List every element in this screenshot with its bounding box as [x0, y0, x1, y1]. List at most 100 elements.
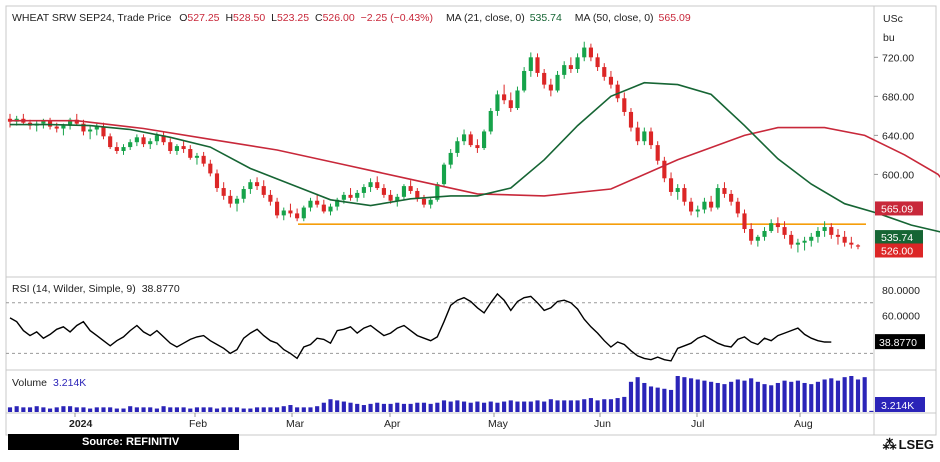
candle-body-103 [695, 209, 700, 212]
candle-122 [822, 221, 827, 237]
candle-9 [68, 117, 73, 130]
candle-119 [802, 236, 807, 251]
volume-tag: 3.214K [875, 397, 925, 412]
candle-53 [361, 184, 366, 198]
volume-bar-48 [328, 399, 333, 412]
candle-82 [555, 70, 560, 93]
candle-48 [328, 203, 333, 216]
candle-body-109 [735, 201, 740, 214]
candle-121 [815, 227, 821, 243]
volume-bar-114 [769, 385, 774, 412]
candle-127 [855, 244, 861, 250]
candle-body-5 [41, 120, 46, 124]
candle-112 [755, 234, 760, 247]
candle-27 [188, 145, 193, 160]
candle-84 [568, 57, 573, 73]
volume-bar-97 [655, 387, 660, 412]
candle-30 [208, 159, 213, 177]
candle-body-51 [348, 194, 353, 198]
candle-23 [161, 131, 166, 146]
candle-44 [301, 205, 306, 222]
candle-body-8 [61, 125, 66, 129]
candle-32 [221, 182, 226, 200]
candle-body-15 [108, 136, 113, 148]
candle-97 [655, 141, 660, 165]
volume-bar-88 [595, 400, 600, 412]
candle-100 [675, 184, 680, 200]
rsi-tick-label-0: 80.0000 [882, 285, 920, 297]
volume-bar-68 [461, 401, 467, 412]
volume-bar-94 [635, 377, 640, 412]
candle-body-80 [542, 72, 547, 85]
volume-bar-74 [502, 401, 507, 412]
volume-bar-63 [428, 403, 433, 412]
volume-bar-67 [455, 400, 460, 412]
ma50-line [10, 119, 940, 197]
volume-bar-59 [401, 403, 407, 412]
candle-body-93 [628, 111, 634, 128]
volume-bar-26 [181, 407, 186, 412]
candle-26 [181, 141, 186, 153]
volume-bar-15 [108, 407, 113, 412]
candle-body-17 [121, 147, 126, 151]
candle-body-29 [201, 155, 206, 164]
candle-body-50 [341, 194, 346, 200]
volume-bar-73 [495, 402, 500, 412]
candle-body-58 [395, 196, 400, 201]
candle-body-98 [662, 160, 667, 179]
volume-bar-43 [295, 407, 300, 412]
candle-body-99 [668, 178, 674, 192]
volume-bar-84 [568, 400, 573, 412]
ma21-line [10, 81, 940, 233]
last-price-tag-text: 526.00 [881, 245, 913, 257]
candle-43 [295, 208, 300, 222]
price-axis: 720.00 680.00 640.00 600.00 [874, 52, 914, 181]
candle-body-102 [689, 201, 694, 212]
candle-body-76 [515, 90, 520, 109]
candle-38 [261, 180, 266, 198]
candle-body-82 [555, 74, 560, 91]
volume-bar-58 [395, 402, 400, 412]
volume-bar-21 [148, 407, 153, 412]
unit-label-2: bu [883, 32, 895, 44]
candle-body-30 [208, 163, 213, 174]
volume-bar-5 [41, 407, 46, 412]
lseg-mark-icon: ⁂ [882, 436, 897, 452]
candle-body-22 [154, 135, 159, 142]
candle-87 [588, 43, 593, 62]
volume-bar-107 [722, 384, 727, 412]
candle-78 [528, 52, 533, 77]
candle-57 [388, 190, 393, 204]
volume-bar-102 [689, 378, 694, 412]
candle-59 [401, 184, 407, 200]
candle-28 [194, 152, 200, 165]
rsi-plot [6, 292, 874, 362]
volume-plot [7, 376, 874, 412]
volume-bar-22 [154, 408, 159, 412]
source-label: Source: REFINITIV [8, 434, 239, 450]
candle-body-78 [528, 57, 533, 71]
candle-49 [335, 197, 340, 211]
volume-bar-116 [782, 380, 787, 412]
price-plot [7, 41, 940, 253]
volume-bar-115 [775, 382, 780, 412]
candle-body-56 [381, 188, 386, 195]
volume-bar-41 [281, 406, 286, 412]
candle-body-79 [535, 57, 540, 73]
volume-bar-125 [842, 377, 847, 412]
volume-bar-104 [702, 380, 707, 412]
candle-95 [642, 127, 647, 146]
candle-body-81 [548, 84, 553, 91]
rsi-line [9, 292, 832, 362]
candle-body-104 [702, 201, 707, 210]
candle-83 [562, 61, 567, 79]
candle-body-89 [602, 67, 607, 77]
candle-body-110 [742, 213, 747, 230]
volume-bar-20 [141, 407, 146, 412]
candle-6 [47, 117, 53, 130]
last-price-tag-bg [875, 243, 923, 258]
volume-bar-7 [54, 407, 59, 412]
candle-body-92 [622, 98, 627, 112]
candle-63 [428, 196, 433, 209]
